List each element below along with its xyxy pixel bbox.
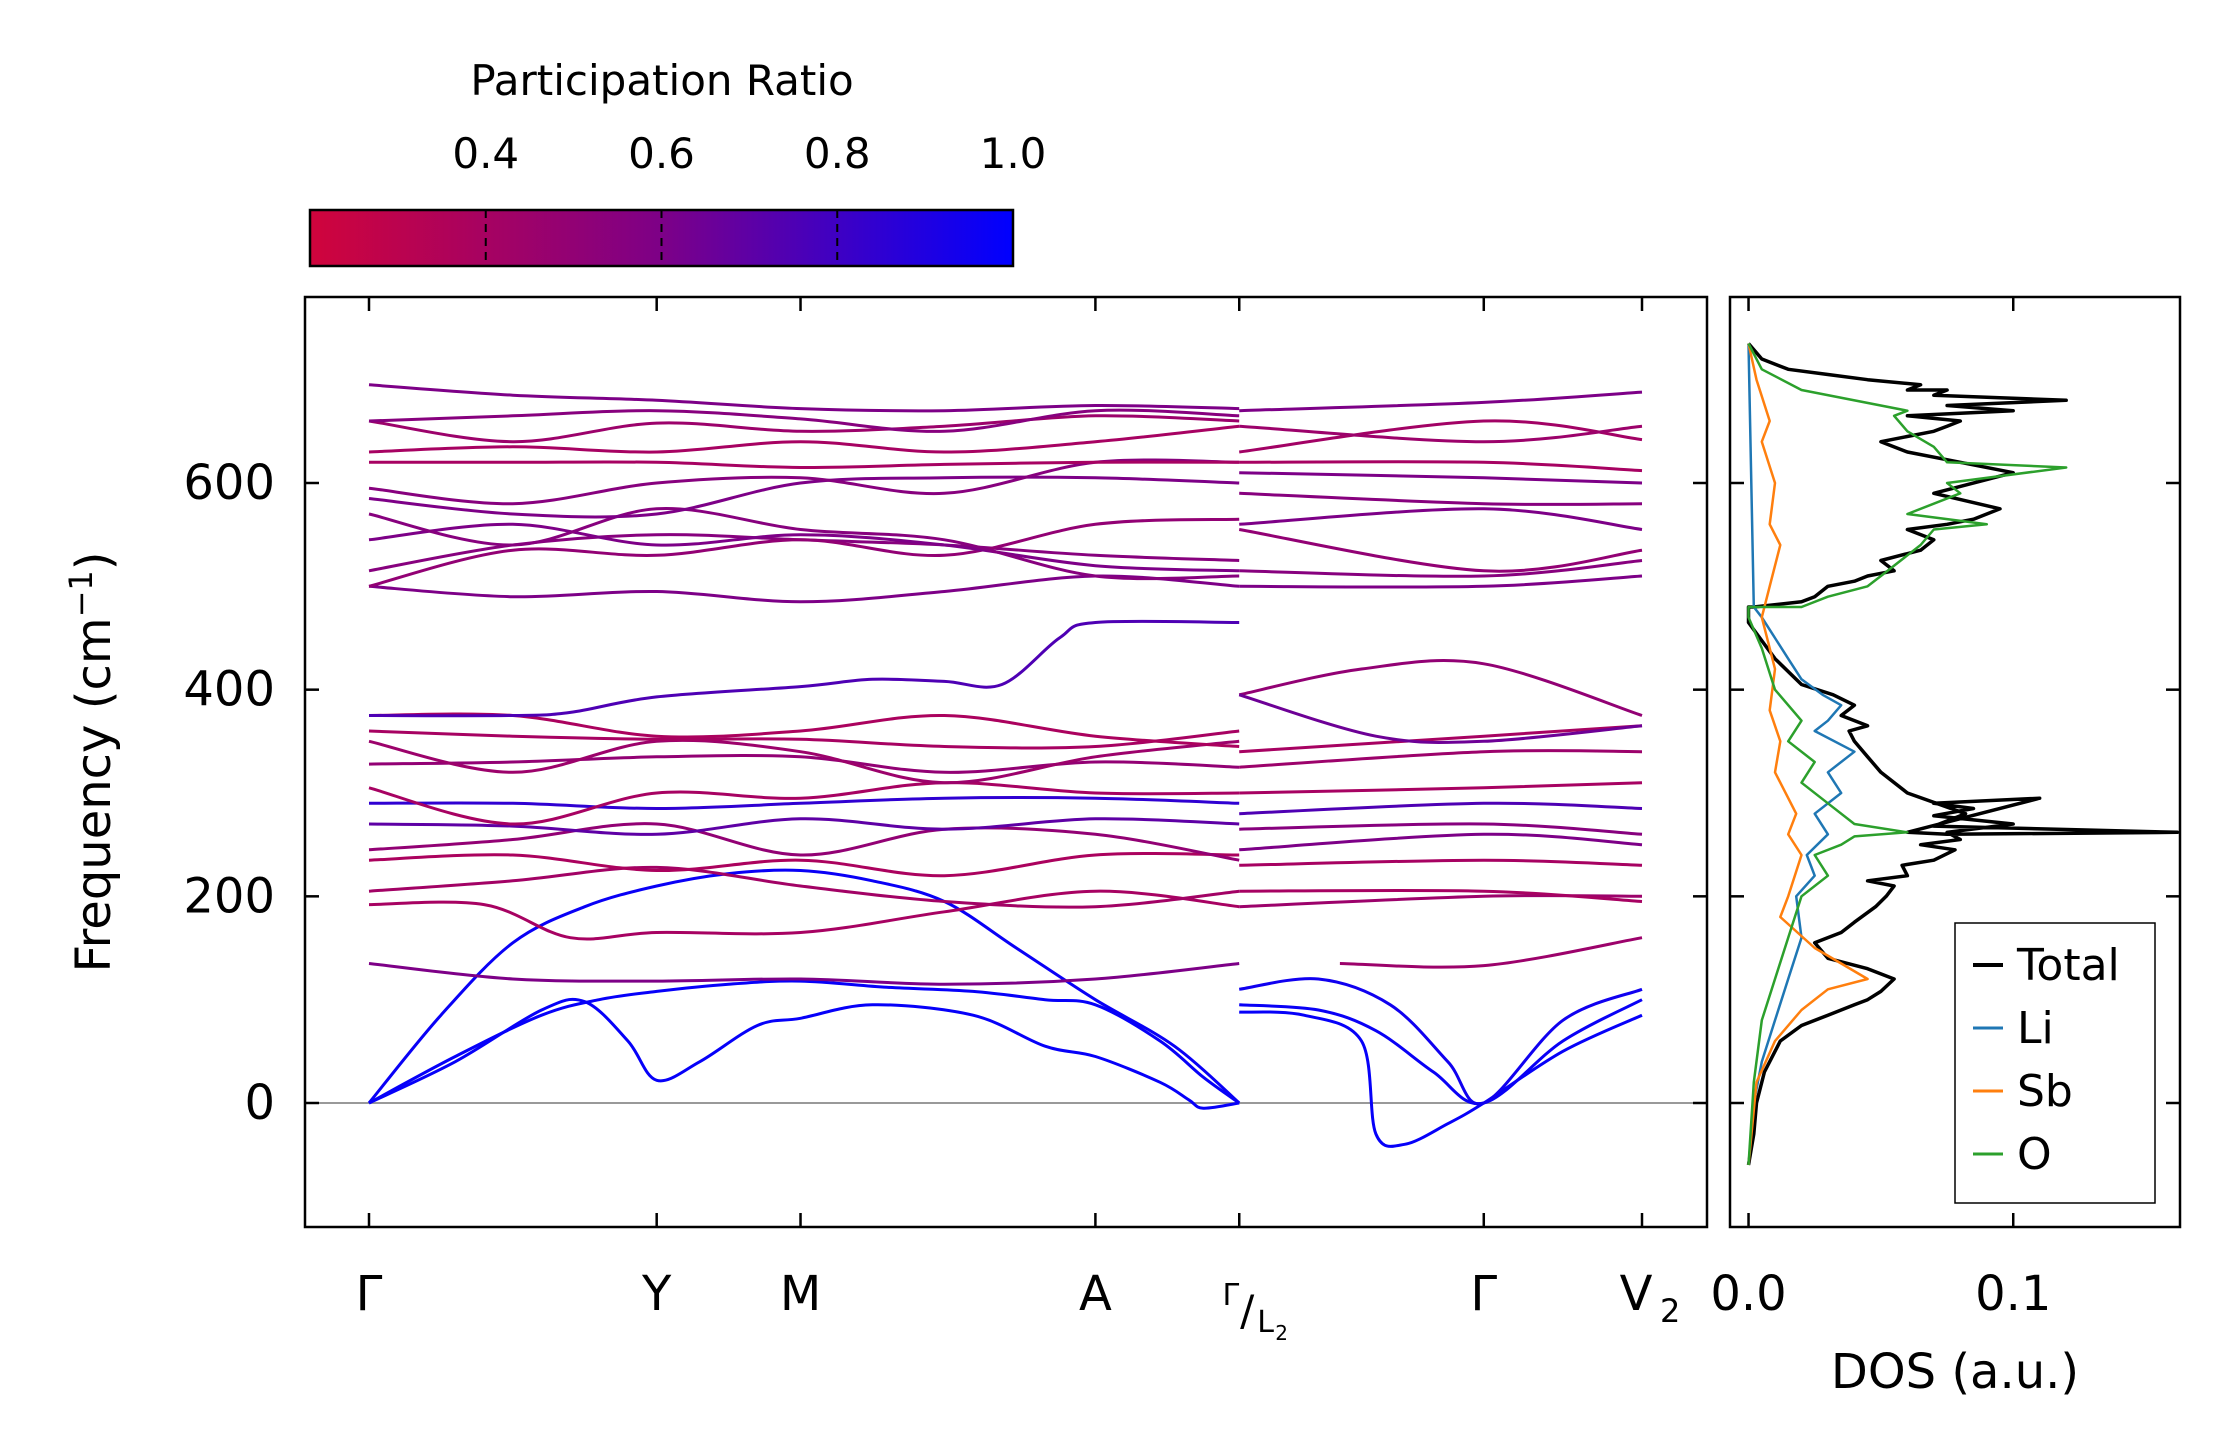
phonon-band <box>1239 491 1643 506</box>
x-tick-label-sub-index: 2 <box>1275 1321 1288 1345</box>
phonon-band <box>1239 424 1643 444</box>
y-tick-label: 600 <box>183 455 275 511</box>
dos-curve-total <box>1746 342 2180 1166</box>
phonon-band <box>1239 460 1643 473</box>
phonon-band <box>368 507 1240 581</box>
phonon-band <box>368 997 1240 1110</box>
phonon-band <box>368 817 1240 836</box>
x-tick-label: V <box>1620 1266 1653 1322</box>
phonon-band <box>368 962 1240 986</box>
phonon-band <box>1239 822 1643 836</box>
phonon-band <box>368 889 1240 941</box>
phonon-band <box>1239 724 1643 754</box>
x-tick-label-sub: L <box>1257 1305 1274 1340</box>
x-tick-label: Γ <box>356 1266 383 1322</box>
phonon-band <box>368 414 1240 444</box>
phonon-band <box>1239 781 1643 795</box>
colorbar-tick-label: 0.8 <box>804 129 871 178</box>
phonon-band <box>1339 936 1643 969</box>
phonon-band <box>1239 390 1643 413</box>
dos-curve-sb <box>1747 343 1869 1166</box>
x-tick-label: M <box>780 1266 821 1322</box>
phonon-band <box>368 822 1240 862</box>
colorbar-tick-label: 1.0 <box>980 129 1047 178</box>
phonon-band <box>368 712 1240 748</box>
legend-label: O <box>2017 1129 2052 1180</box>
x-tick-label: Γ <box>1223 1278 1240 1313</box>
phonon-band <box>1239 749 1643 769</box>
phonon-band <box>1239 801 1643 816</box>
legend-frame <box>1954 922 2156 1204</box>
phonon-band <box>368 619 1240 718</box>
dos-x-tick-label: 0.0 <box>1710 1266 1786 1322</box>
y-axis-label: Frequency (cm−1) <box>62 551 122 972</box>
phonon-band <box>368 475 1240 519</box>
x-tick-label-sub: 2 <box>1660 1292 1680 1330</box>
legend-label: Li <box>2017 1003 2054 1054</box>
phonon-band <box>1239 559 1643 578</box>
phonon-band <box>368 753 1240 774</box>
phonon-band <box>368 408 1240 433</box>
dos-legend: Total Li Sb O <box>1954 922 2156 1204</box>
phonon-band <box>1239 888 1643 903</box>
phonon-band <box>1239 998 1643 1106</box>
phonon-band <box>1238 659 1643 717</box>
phonon-band <box>368 738 1240 785</box>
dos-curve-li <box>1747 343 1856 1166</box>
phonon-band <box>1239 419 1643 454</box>
phonon-band <box>368 574 1240 604</box>
phonon-band <box>1239 894 1643 909</box>
dos-panel: 0.0 0.1 DOS (a.u.) Total Li Sb O <box>1710 295 2182 1400</box>
phonon-band <box>368 851 1240 878</box>
phonon-band <box>1239 858 1643 867</box>
legend-label: Total <box>2016 940 2120 991</box>
y-axis-ticks: 0 200 400 600 <box>183 455 1707 1131</box>
phonon-band <box>1238 693 1643 745</box>
y-tick-label: 400 <box>183 662 275 718</box>
phonon-band <box>369 460 1240 470</box>
colorbar-tick-label: 0.4 <box>452 129 519 178</box>
y-tick-label: 0 <box>244 1075 275 1131</box>
phonon-band <box>1239 832 1643 852</box>
dos-x-tick-label: 0.1 <box>1975 1266 2051 1322</box>
phonon-band <box>368 796 1240 811</box>
band-panel-frame <box>303 295 1709 1229</box>
phonon-band <box>1239 574 1643 589</box>
phonon-band <box>368 781 1240 826</box>
colorbar-tick-label: 0.6 <box>628 129 695 178</box>
phonon-band <box>368 729 1240 750</box>
dos-x-axis-label: DOS (a.u.) <box>1831 1344 2079 1400</box>
phonon-bands <box>367 383 1643 1148</box>
x-axis-ticks: Γ Y M A Γ / L 2Γ V 2 <box>356 297 1680 1345</box>
colorbar-tick-marks <box>484 210 839 266</box>
x-tick-label: Y <box>641 1266 672 1322</box>
phonon-band <box>1239 471 1643 485</box>
phonon-band <box>367 868 1241 1105</box>
x-tick-label-slash: / <box>1240 1286 1255 1335</box>
colorbar-label: Participation Ratio <box>470 56 853 105</box>
phonon-band <box>368 979 1241 1105</box>
x-tick-label: Γ <box>1470 1266 1497 1322</box>
phonon-band <box>368 865 1240 909</box>
phonon-band <box>1239 507 1643 531</box>
phonon-band <box>368 424 1240 454</box>
dos-curves <box>1746 342 2180 1166</box>
colorbar-tick-labels: 0.4 0.6 0.8 1.0 <box>452 129 1046 178</box>
dos-panel-frame <box>1728 295 2182 1229</box>
y-tick-label: 200 <box>183 868 275 924</box>
phonon-band <box>368 517 1240 588</box>
legend-label: Sb <box>2017 1066 2073 1117</box>
phonon-band <box>1239 1010 1643 1148</box>
x-tick-label: A <box>1079 1266 1112 1322</box>
phonon-band <box>1238 528 1643 573</box>
phonon-band <box>368 522 1240 573</box>
phonon-band <box>1238 977 1643 1106</box>
dos-curve-o <box>1747 342 2068 1166</box>
dos-axis-ticks: 0.0 0.1 <box>1710 297 2180 1322</box>
phonon-band <box>368 383 1240 413</box>
